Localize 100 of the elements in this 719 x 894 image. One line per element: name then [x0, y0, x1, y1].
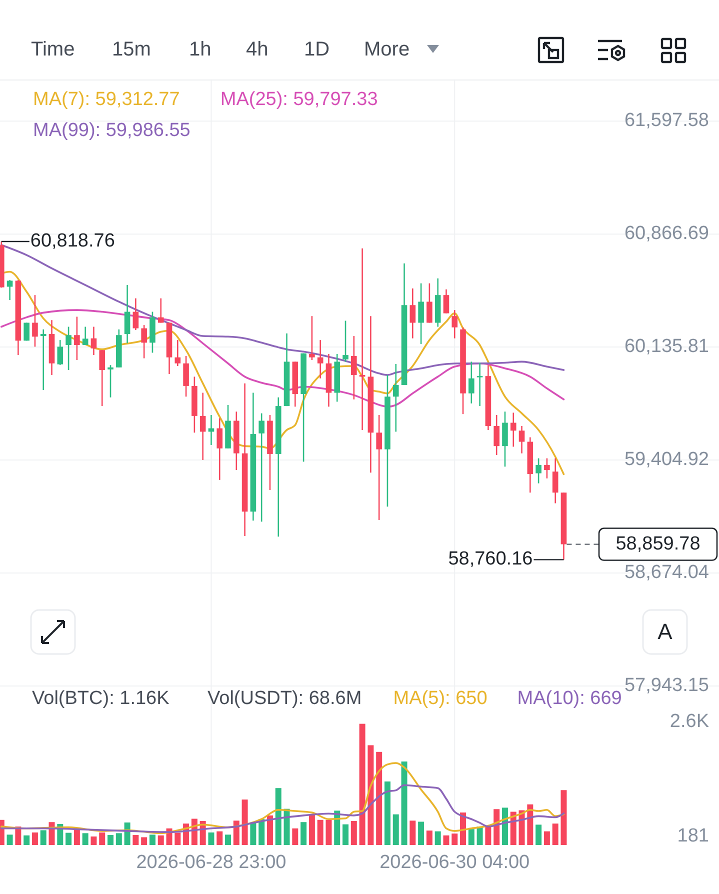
y-tick-label: 59,404.92	[624, 449, 709, 470]
candlestick	[216, 418, 223, 481]
candlestick	[141, 324, 147, 359]
candlestick	[418, 282, 424, 345]
bar	[326, 820, 332, 845]
candlestick	[158, 298, 164, 324]
y-tick-label: 61,597.58	[624, 110, 709, 132]
bar	[342, 824, 349, 845]
bar	[242, 800, 248, 845]
annotation: Vol(USDT): 68.6M	[208, 688, 362, 710]
candlestick	[317, 339, 324, 380]
bar	[225, 834, 232, 845]
bar	[108, 835, 114, 845]
candlestick	[74, 316, 80, 361]
line-series	[0, 309, 565, 408]
bar	[476, 826, 483, 845]
bar	[141, 837, 148, 845]
candlestick	[544, 458, 550, 480]
annotation: 4h	[246, 38, 268, 60]
bar	[66, 832, 72, 845]
bar	[384, 781, 390, 845]
candlestick	[6, 279, 13, 301]
candlestick	[40, 328, 46, 391]
bar	[485, 826, 492, 845]
bar	[418, 822, 424, 845]
candlestick	[99, 349, 106, 407]
candlestick	[183, 355, 189, 398]
candlestick	[410, 288, 416, 339]
bar	[392, 814, 399, 845]
text: MA(5): 650	[393, 688, 488, 710]
bar	[40, 830, 46, 845]
candlestick	[518, 425, 525, 454]
bar	[149, 834, 156, 845]
bar	[334, 810, 340, 845]
candlestick	[376, 414, 382, 521]
bar	[527, 804, 534, 845]
candlestick	[57, 339, 64, 366]
bar	[24, 835, 30, 845]
annotation: 58,760.16	[448, 548, 533, 570]
annotation: 15m	[112, 38, 151, 60]
bar	[6, 834, 13, 845]
bar	[292, 828, 298, 845]
candlestick	[468, 361, 474, 404]
candlestick	[510, 412, 516, 448]
candlestick	[66, 326, 72, 371]
annotation: Time	[31, 38, 75, 60]
annotation: 1D	[304, 38, 330, 60]
bar	[300, 822, 307, 845]
bar	[216, 831, 223, 845]
annotation: Vol(BTC): 1.16K	[32, 688, 170, 710]
annotation: 1h	[189, 38, 212, 60]
candlestick	[124, 284, 130, 344]
bar	[468, 829, 474, 845]
candlestick	[24, 322, 30, 342]
y-tick-label: 181	[677, 825, 709, 846]
bar	[443, 835, 450, 845]
text: MA(99): 59,986.55	[33, 120, 190, 142]
candlestick	[82, 326, 88, 346]
bar	[90, 836, 97, 845]
annotation: 60,818.76	[30, 230, 115, 252]
bar	[552, 824, 558, 845]
candlestick	[392, 363, 399, 432]
candlestick	[536, 458, 542, 484]
text: MA(10): 669	[517, 688, 622, 710]
bar	[368, 745, 374, 845]
bar	[250, 822, 256, 845]
bar	[174, 832, 181, 845]
bar	[158, 835, 164, 845]
text: MA(7): 59,312.77	[33, 89, 180, 110]
candlestick	[443, 288, 450, 314]
candlestick	[132, 298, 139, 331]
bar	[32, 832, 38, 845]
candlestick	[351, 335, 357, 400]
candlestick	[200, 392, 206, 461]
bar	[132, 835, 139, 845]
bar	[99, 832, 106, 845]
bar	[434, 831, 441, 845]
bar	[544, 831, 550, 845]
annotation: More	[364, 38, 410, 60]
y-tick-label: 60,135.81	[624, 336, 709, 358]
bar	[536, 824, 542, 845]
candlestick	[342, 320, 348, 362]
candlestick	[174, 339, 181, 367]
candlestick	[32, 294, 38, 348]
ref-line-label: 58,859.78	[616, 533, 700, 554]
bar	[410, 820, 416, 845]
annotation: A	[658, 618, 673, 644]
candlestick	[309, 315, 315, 361]
y-tick-label: 58,674.04	[624, 562, 710, 583]
bar	[502, 808, 508, 845]
y-tick-label: 2.6K	[670, 711, 710, 732]
candlestick	[476, 362, 483, 407]
bar	[116, 833, 122, 845]
candlestick	[494, 414, 500, 456]
bar	[208, 832, 214, 845]
line-series	[0, 784, 565, 833]
bar	[560, 790, 567, 845]
bar	[275, 788, 282, 845]
bar	[308, 814, 315, 845]
bar	[350, 820, 357, 845]
